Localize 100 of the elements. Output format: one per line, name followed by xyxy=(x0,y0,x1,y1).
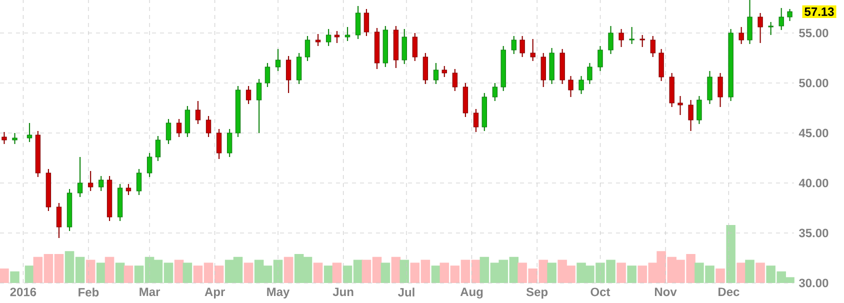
bar xyxy=(24,266,34,283)
bar xyxy=(756,262,765,283)
candlestick xyxy=(758,12,763,44)
candlestick xyxy=(511,35,516,55)
y-tick-label: 50.00 xyxy=(799,78,828,88)
bar xyxy=(313,262,323,283)
bar xyxy=(400,260,410,283)
candlestick xyxy=(473,108,479,133)
candlestick xyxy=(520,35,525,58)
candlestick xyxy=(315,33,321,47)
candlestick xyxy=(88,170,94,192)
x-tick-label: Aug xyxy=(460,288,483,299)
x-tick-label: Jun xyxy=(332,288,354,296)
x-tick-label: Apr xyxy=(204,288,225,298)
bar xyxy=(115,262,125,283)
bar xyxy=(284,256,294,283)
x-tick-label: Nov xyxy=(654,288,677,296)
candlestick xyxy=(155,135,161,162)
candlestick xyxy=(136,168,142,196)
candlestick xyxy=(598,45,603,72)
candlestick xyxy=(402,28,407,65)
candlestick xyxy=(738,26,744,45)
candlestick xyxy=(778,7,784,31)
bar xyxy=(244,262,254,283)
candlestick xyxy=(452,68,458,92)
x-tick-label: Mar xyxy=(140,288,160,296)
candlestick xyxy=(206,115,212,138)
candlestick xyxy=(195,100,201,125)
text: 57.13 xyxy=(804,7,834,16)
candlestick xyxy=(412,32,418,62)
candlestick xyxy=(355,5,361,40)
candlestick xyxy=(768,21,774,36)
bar xyxy=(616,262,626,283)
candlestick xyxy=(718,72,723,108)
candlestick xyxy=(184,105,190,138)
bar xyxy=(86,260,96,283)
candlestick xyxy=(578,75,584,95)
x-tick-label: Jul xyxy=(398,288,414,297)
candlestick xyxy=(422,52,428,85)
candlestick xyxy=(256,78,262,134)
x-tick-label: May xyxy=(267,288,290,298)
candlestick xyxy=(629,26,634,45)
y-tick-label: 55.00 xyxy=(799,28,828,38)
candlestick xyxy=(166,118,172,145)
candlestick xyxy=(678,95,683,116)
candlestick xyxy=(608,25,614,55)
candlestick xyxy=(747,0,752,45)
candlestick xyxy=(12,132,18,145)
candlestick xyxy=(146,152,152,178)
bar xyxy=(726,224,736,283)
candlestick xyxy=(540,52,546,88)
x-tick-label: Feb xyxy=(78,288,99,297)
candlestick xyxy=(640,34,645,48)
x-tick-label: Oct xyxy=(590,288,610,296)
candlestick xyxy=(275,48,281,72)
candlestick xyxy=(326,28,332,47)
candlestick xyxy=(433,62,439,85)
y-tick-label: 35.00 xyxy=(798,228,828,238)
candlestick xyxy=(787,8,792,22)
candlestick xyxy=(568,75,574,98)
y-tick-label: 45.00 xyxy=(798,128,828,138)
candlestick xyxy=(246,85,252,105)
y-tick-label: 40.00 xyxy=(798,178,828,188)
candlestick xyxy=(492,82,498,102)
candlestick xyxy=(707,70,712,105)
bar xyxy=(380,262,390,283)
candlestick xyxy=(688,99,694,132)
bar xyxy=(10,271,20,283)
candlestick xyxy=(364,8,370,37)
candlestick xyxy=(226,128,232,158)
bar xyxy=(431,266,441,283)
candlestick xyxy=(587,62,592,85)
candlestick xyxy=(126,183,132,196)
candlestick xyxy=(216,128,222,160)
bar xyxy=(332,262,342,283)
candlestick xyxy=(98,175,104,192)
candlestick xyxy=(442,65,447,78)
candlestick xyxy=(618,28,624,48)
bar xyxy=(174,260,184,283)
candlestick xyxy=(286,55,292,94)
candlestick xyxy=(56,202,62,239)
candlestick xyxy=(334,30,340,44)
candlestick xyxy=(296,52,302,85)
candlestick xyxy=(650,35,656,58)
bar xyxy=(716,268,725,283)
x-tick-label: Dec xyxy=(718,288,740,296)
candlestick xyxy=(530,38,536,62)
y-tick-label: 30.00 xyxy=(798,278,828,288)
bar xyxy=(745,260,754,283)
bar xyxy=(104,256,114,283)
candlestick xyxy=(26,122,32,143)
bar xyxy=(627,266,636,283)
x-tick-label: 2016 xyxy=(10,288,36,296)
bar xyxy=(124,266,134,283)
bar xyxy=(547,262,556,283)
candlestick xyxy=(176,118,182,138)
bar xyxy=(0,268,9,283)
candlestick xyxy=(696,95,702,125)
bar xyxy=(324,266,334,283)
candlestick xyxy=(264,62,270,88)
